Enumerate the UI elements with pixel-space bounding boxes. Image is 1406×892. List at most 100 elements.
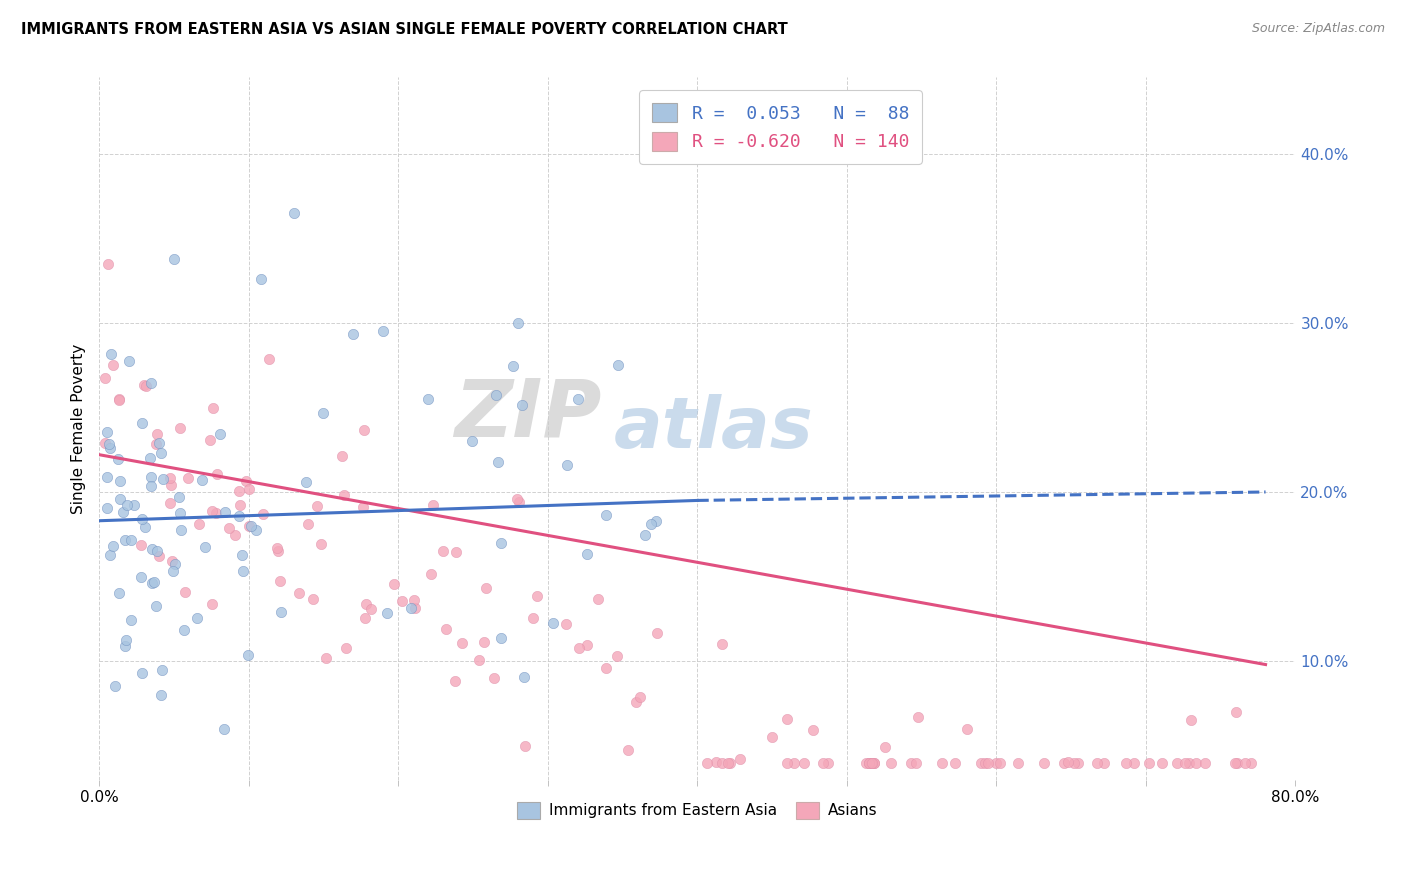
- Point: [229, 499, 252, 513]
- Point: [1067, 756, 1090, 770]
- Point: [129, 537, 152, 551]
- Point: [644, 514, 666, 528]
- Point: [159, 496, 181, 510]
- Point: [432, 544, 454, 558]
- Point: [152, 472, 174, 486]
- Point: [1225, 756, 1247, 770]
- Point: [269, 574, 291, 588]
- Point: [170, 523, 193, 537]
- Point: [586, 592, 609, 607]
- Point: [776, 756, 799, 770]
- Point: [1063, 756, 1085, 770]
- Point: [404, 600, 426, 615]
- Point: [444, 674, 467, 689]
- Point: [191, 473, 214, 487]
- Point: [114, 533, 136, 547]
- Point: [761, 731, 783, 745]
- Point: [969, 756, 991, 770]
- Point: [245, 523, 267, 537]
- Point: [973, 756, 995, 770]
- Point: [160, 554, 183, 568]
- Point: [955, 722, 977, 736]
- Point: [404, 593, 426, 607]
- Point: [122, 498, 145, 512]
- Point: [875, 739, 897, 754]
- Point: [212, 722, 235, 736]
- Point: [309, 537, 332, 551]
- Point: [114, 639, 136, 653]
- Point: [595, 508, 617, 522]
- Y-axis label: Single Female Poverty: Single Female Poverty: [72, 343, 86, 514]
- Point: [555, 458, 578, 473]
- Point: [595, 661, 617, 675]
- Point: [117, 498, 139, 512]
- Point: [134, 378, 156, 392]
- Point: [218, 521, 240, 535]
- Point: [129, 570, 152, 584]
- Point: [1185, 756, 1208, 770]
- Point: [107, 451, 129, 466]
- Point: [108, 491, 131, 506]
- Point: [491, 535, 513, 549]
- Point: [943, 756, 966, 770]
- Point: [238, 648, 260, 663]
- Point: [266, 541, 288, 556]
- Point: [907, 710, 929, 724]
- Point: [186, 611, 208, 625]
- Point: [1174, 756, 1197, 770]
- Point: [202, 401, 225, 415]
- Point: [508, 495, 530, 509]
- Text: IMMIGRANTS FROM EASTERN ASIA VS ASIAN SINGLE FEMALE POVERTY CORRELATION CHART: IMMIGRANTS FROM EASTERN ASIA VS ASIAN SI…: [21, 22, 787, 37]
- Point: [295, 475, 318, 490]
- Point: [375, 607, 398, 621]
- Point: [860, 756, 883, 770]
- Point: [986, 756, 1008, 770]
- Point: [1092, 756, 1115, 770]
- Point: [120, 613, 142, 627]
- Point: [139, 470, 162, 484]
- Point: [231, 548, 253, 562]
- Point: [96, 425, 118, 440]
- Point: [352, 500, 374, 514]
- Point: [422, 498, 444, 512]
- Point: [201, 598, 224, 612]
- Point: [640, 517, 662, 532]
- Point: [177, 471, 200, 485]
- Point: [315, 651, 337, 665]
- Point: [354, 597, 377, 611]
- Point: [373, 324, 395, 338]
- Point: [104, 679, 127, 693]
- Point: [305, 499, 328, 513]
- Point: [232, 565, 254, 579]
- Point: [482, 671, 505, 685]
- Point: [150, 446, 173, 460]
- Point: [855, 756, 877, 770]
- Point: [353, 423, 375, 437]
- Text: ZIP: ZIP: [454, 376, 602, 453]
- Point: [541, 615, 564, 630]
- Point: [152, 663, 174, 677]
- Point: [382, 576, 405, 591]
- Point: [467, 653, 489, 667]
- Point: [148, 436, 170, 450]
- Point: [801, 723, 824, 737]
- Point: [491, 631, 513, 645]
- Point: [1152, 756, 1174, 770]
- Point: [860, 756, 883, 770]
- Point: [485, 387, 508, 401]
- Point: [145, 436, 167, 450]
- Point: [112, 504, 135, 518]
- Point: [267, 544, 290, 558]
- Point: [162, 564, 184, 578]
- Point: [283, 206, 305, 220]
- Point: [141, 575, 163, 590]
- Point: [451, 636, 474, 650]
- Point: [159, 471, 181, 485]
- Point: [783, 756, 806, 770]
- Point: [101, 539, 124, 553]
- Point: [135, 379, 157, 393]
- Point: [108, 392, 131, 406]
- Point: [159, 478, 181, 492]
- Point: [141, 541, 163, 556]
- Point: [1177, 756, 1199, 770]
